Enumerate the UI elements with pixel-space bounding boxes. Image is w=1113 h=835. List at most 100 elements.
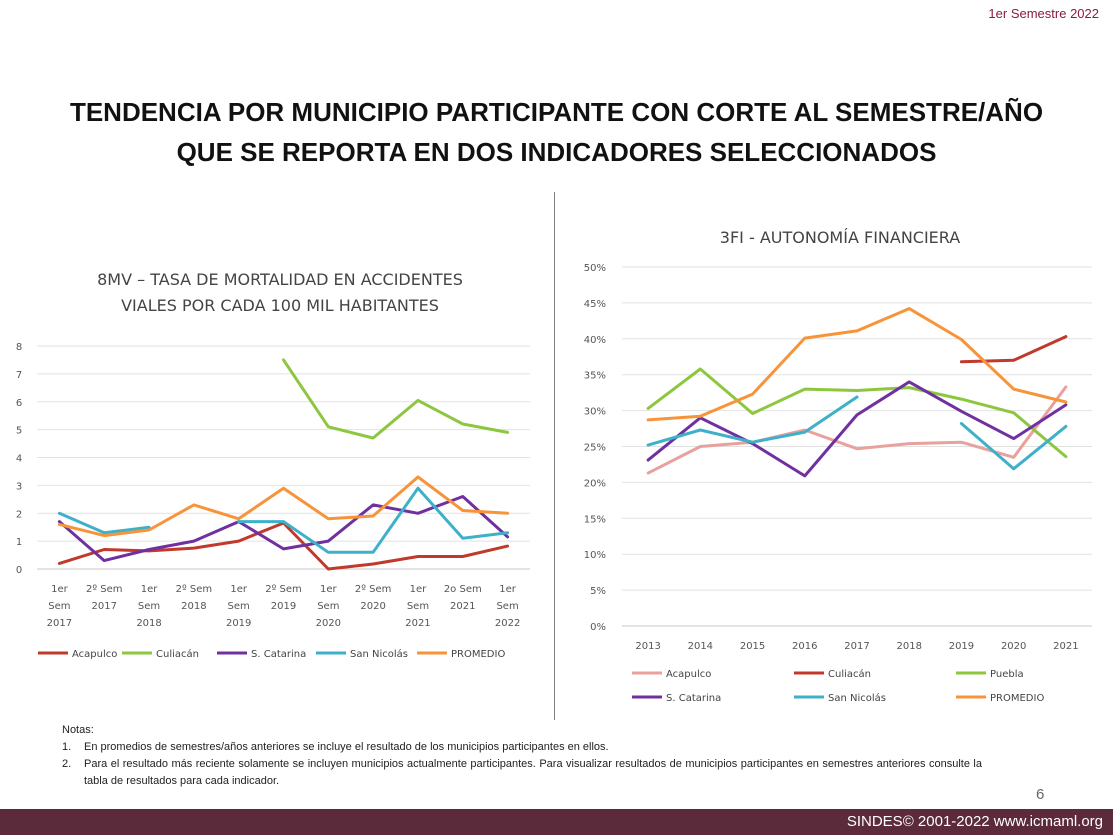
legend-label-promedio: PROMEDIO (451, 649, 505, 660)
series-line-san-nicolas (959, 422, 1068, 471)
y-tick-label: 7 (16, 370, 22, 381)
y-tick-label: 25% (584, 443, 606, 454)
y-tick-label: 4 (16, 454, 22, 465)
legend-label-puebla: Puebla (990, 669, 1024, 680)
series-line-san-nicolas (237, 486, 510, 554)
page-title-line-2: QUE SE REPORTA EN DOS INDICADORES SELECC… (176, 137, 937, 167)
x-tick-label: 2021 (450, 601, 475, 612)
y-tick-label: 50% (584, 263, 606, 274)
note-text: Para el resultado más reciente solamente… (84, 758, 982, 787)
x-tick-label: 1er (499, 584, 517, 595)
y-tick-label: 6 (16, 398, 22, 409)
legend-label-s-catarina: S. Catarina (251, 649, 306, 660)
legend-label-acapulco: Acapulco (666, 669, 711, 680)
x-tick-label: 2020 (360, 601, 385, 612)
x-tick-label: Sem (317, 601, 339, 612)
x-tick-label: 2021 (1053, 641, 1078, 652)
notes-title: Notas: (62, 724, 94, 736)
series-line-san-nicolas (57, 511, 151, 535)
note-item-2: 2. Para el resultado más reciente solame… (62, 756, 982, 790)
x-tick-label: 1er (51, 584, 69, 595)
legend-label-san-nicolas: San Nicolás (828, 692, 886, 704)
y-tick-label: 15% (584, 514, 606, 525)
series-line-puebla (646, 367, 1068, 459)
mortality-rate-chart: 8MV – TASA DE MORTALIDAD EN ACCIDENTES VI… (16, 270, 530, 660)
x-tick-label: 2º Sem (176, 584, 213, 595)
page-title-line-1: TENDENCIA POR MUNICIPIO PARTICIPANTE CON… (69, 97, 1044, 127)
x-tick-label: 2020 (316, 618, 341, 629)
x-tick-label: 2018 (896, 641, 921, 652)
x-tick-label: Sem (138, 601, 160, 612)
x-tick-label: 1er (230, 584, 248, 595)
x-tick-label: 2018 (181, 601, 206, 612)
x-tick-label: 2º Sem (86, 584, 123, 595)
y-tick-label: 40% (584, 335, 606, 346)
x-tick-label: 2o Sem (444, 584, 482, 595)
series-line-promedio (57, 475, 510, 538)
series-line-culiacan (959, 335, 1068, 364)
y-tick-label: 10% (584, 550, 606, 561)
x-tick-label: Sem (407, 601, 429, 612)
note-item-1: 1. En promedios de semestres/años anteri… (62, 739, 982, 756)
footer-text: SINDES© 2001-2022 www.icmaml.org (846, 813, 1103, 830)
x-tick-label: Sem (228, 601, 250, 612)
x-tick-label: 1er (320, 584, 338, 595)
x-tick-label: 2018 (136, 618, 161, 629)
legend-label-culiacan: Culiacán (828, 668, 871, 680)
series-line-s-catarina (57, 495, 510, 563)
x-tick-label: 2016 (792, 641, 817, 652)
notes-section: Notas: 1. En promedios de semestres/años… (62, 722, 982, 790)
x-tick-label: 2017 (47, 618, 72, 629)
legend-label-culiacan: Culiacán (156, 648, 199, 660)
x-tick-label: 2º Sem (355, 584, 392, 595)
financial-autonomy-chart: 3FI - AUTONOMÍA FINANCIERA 0% 5% 10% 15% 20% 2… (584, 228, 1092, 704)
y-tick-label: 20% (584, 478, 606, 489)
x-tick-label: 2020 (1001, 641, 1026, 652)
x-tick-label: 2019 (271, 601, 296, 612)
note-number: 1. (62, 741, 72, 753)
x-tick-label: 2017 (844, 641, 869, 652)
legend-label-s-catarina: S. Catarina (666, 693, 721, 704)
y-tick-label: 5% (590, 586, 606, 597)
y-tick-label: 45% (584, 299, 606, 310)
y-tick-label: 2 (16, 509, 22, 520)
y-tick-label: 0% (590, 622, 606, 633)
y-tick-label: 30% (584, 407, 606, 418)
page-number: 6 (1036, 786, 1045, 803)
series-line-promedio (646, 307, 1068, 422)
legend-label-acapulco: Acapulco (72, 649, 117, 660)
legend-label-san-nicolas: San Nicolás (350, 648, 408, 660)
x-tick-label: Sem (48, 601, 70, 612)
note-number: 2. (62, 758, 72, 770)
chart-title-line: 3FI - AUTONOMÍA FINANCIERA (720, 228, 960, 247)
x-tick-label: 2015 (740, 641, 765, 652)
y-tick-label: 5 (16, 426, 22, 437)
x-tick-label: Sem (496, 601, 518, 612)
y-tick-label: 35% (584, 371, 606, 382)
y-tick-label: 8 (16, 342, 22, 353)
x-tick-label: 2019 (226, 618, 251, 629)
y-tick-label: 1 (16, 537, 22, 548)
series-line-san-nicolas (646, 395, 859, 447)
x-tick-label: 2021 (405, 618, 430, 629)
panel-divider (554, 192, 555, 720)
y-tick-label: 3 (16, 481, 22, 492)
semester-label: 1er Semestre 2022 (988, 6, 1099, 21)
x-tick-label: 2014 (688, 641, 713, 652)
x-tick-label: 2013 (635, 641, 660, 652)
y-tick-label: 0 (16, 565, 22, 576)
series-line-s-catarina (646, 380, 1068, 478)
series-line-culiacan (282, 358, 510, 440)
x-tick-label: 1er (141, 584, 159, 595)
chart-title-line: VIALES POR CADA 100 MIL HABITANTES (121, 296, 439, 315)
chart-title-line: 8MV – TASA DE MORTALIDAD EN ACCIDENTES (97, 270, 463, 289)
x-tick-label: 2017 (92, 601, 117, 612)
legend-label-promedio: PROMEDIO (990, 693, 1044, 704)
x-tick-label: 1er (410, 584, 428, 595)
note-text: En promedios de semestres/años anteriore… (84, 741, 609, 753)
footer-bar: SINDES© 2001-2022 www.icmaml.org (0, 809, 1113, 835)
x-tick-label: 2019 (949, 641, 974, 652)
x-tick-label: 2022 (495, 618, 520, 629)
page-title: TENDENCIA POR MUNICIPIO PARTICIPANTE CON… (0, 92, 1113, 172)
x-tick-label: 2º Sem (265, 584, 302, 595)
